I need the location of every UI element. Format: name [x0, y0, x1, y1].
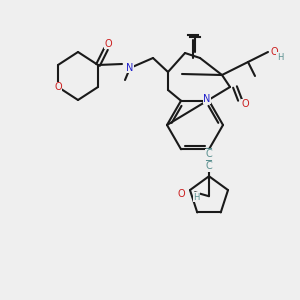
- Text: N: N: [126, 63, 134, 73]
- Text: H: H: [277, 52, 283, 62]
- Text: O: O: [54, 82, 62, 92]
- Text: C: C: [206, 149, 212, 159]
- Text: C: C: [206, 161, 212, 171]
- Text: O: O: [177, 189, 185, 199]
- Text: H: H: [193, 193, 200, 202]
- Text: O: O: [241, 99, 249, 109]
- Text: N: N: [203, 94, 211, 104]
- Text: O: O: [104, 39, 112, 49]
- Text: O: O: [270, 47, 278, 57]
